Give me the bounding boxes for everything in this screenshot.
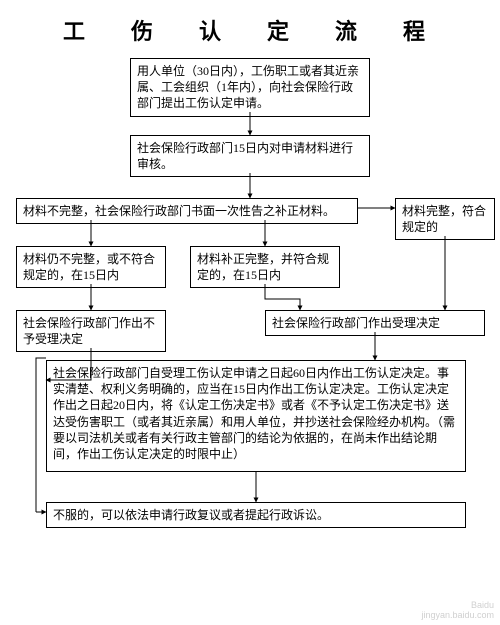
- node-supplemented: 材料补正完整，并符合规定的，在15日内: [190, 246, 340, 288]
- node-apply: 用人单位（30日内），工伤职工或者其近亲属、工会组织（1年内），向社会保险行政部…: [130, 58, 370, 117]
- page-title: 工 伤 认 定 流 程: [0, 14, 500, 46]
- node-review: 社会保险行政部门15日内对申请材料进行审核。: [130, 135, 370, 177]
- node-accept: 社会保险行政部门作出受理决定: [265, 310, 485, 336]
- node-reject: 社会保险行政部门作出不予受理决定: [16, 310, 166, 352]
- node-incomplete: 材料不完整，社会保险行政部门书面一次性告之补正材料。: [16, 198, 358, 224]
- node-still-incomplete: 材料仍不完整，或不符合规定的，在15日内: [16, 246, 166, 288]
- watermark: Baidujingyan.baidu.com: [421, 601, 494, 621]
- node-appeal: 不服的，可以依法申请行政复议或者提起行政诉讼。: [46, 502, 466, 528]
- node-decision: 社会保险行政部门自受理工伤认定申请之日起60日内作出工伤认定决定。事实清楚、权利…: [46, 360, 466, 472]
- node-complete: 材料完整，符合规定的: [395, 198, 495, 240]
